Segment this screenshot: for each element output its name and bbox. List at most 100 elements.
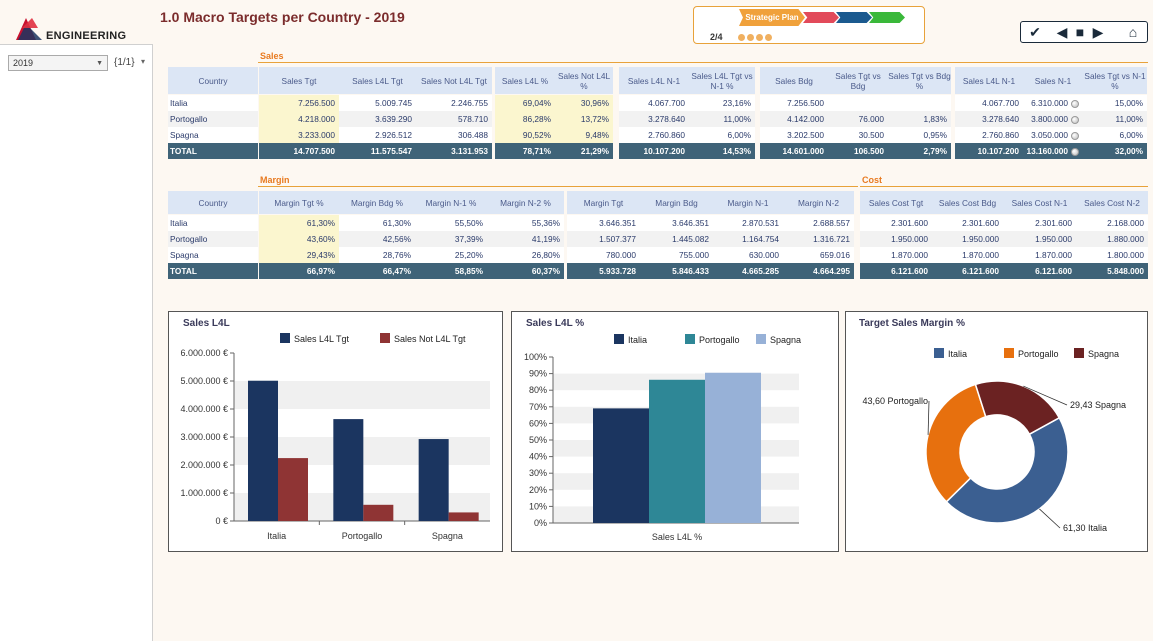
country-name: Portogallo [170,114,208,124]
total-value: 2,79% [923,146,947,156]
legend-label: Portogallo [1018,349,1059,359]
sales-total-cell: 21,29% [555,143,613,159]
sales-total-cell: 2,79% [888,143,951,159]
sales-header-cell: Sales Not L4L Tgt [416,67,492,94]
sales-total-cell: 32,00% [1083,143,1147,159]
total-value: 6.121.600 [1035,266,1072,276]
margin-row-cell: 780.000 [567,247,640,263]
sales-cell-value: 1,83% [923,114,947,124]
margin-section-label: Margin [260,175,290,185]
strategic-plan-step-3[interactable] [836,12,872,23]
stop-icon[interactable]: ■ [1075,24,1085,40]
bar [248,380,278,521]
target-margin-chart: Italia Portogallo Spagna 61,30 Italia 43,60 … [862,348,1126,533]
sales-cell-value: 23,16% [722,98,751,108]
sales-cell-value: 2.246.755 [451,98,488,108]
sales-row-cell: 1,83% [888,111,951,127]
margin-cell-value: 1.316.721 [813,234,850,244]
margin-total-cell: 5.846.433 [640,263,713,279]
sales-row-cell: 306.488 [416,127,492,143]
margin-row-cell: 55,36% [487,215,564,231]
sales-row-cell: 6,00% [689,127,755,143]
sales-row-cell: 13,72% [555,111,613,127]
sales-row-cell: 11,00% [1083,111,1147,127]
margin-cell-value: 1.164.754 [742,234,779,244]
bar [593,408,649,523]
margin-row-cell: 1.316.721 [783,231,854,247]
total-value: 5.933.728 [599,266,636,276]
next-icon[interactable]: ▶ [1092,23,1104,40]
margin-cell-value: 1.870.000 [1035,250,1072,260]
y-tick-label: 90% [529,369,547,379]
margin-cell-value: 61,30% [382,218,411,228]
sales-total-cell: 11.575.547 [339,143,416,159]
sales-row-cell: 6,00% [1083,127,1147,143]
x-tick-label: Italia [267,531,286,541]
margin-header-cell: Sales Cost N-2 [1076,191,1148,214]
margin-total-cell: 66,47% [339,263,415,279]
margin-cell-value: 43,60% [306,234,335,244]
margin-cell-value: 28,76% [382,250,411,260]
sales-row-cell: 6.310.000 [1023,95,1083,111]
total-value: 6.121.600 [962,266,999,276]
margin-row-cell: 41,19% [487,231,564,247]
sales-header-cell: Sales L4L Tgt vs N-1 % [689,67,755,94]
sales-row-cell: 2.926.512 [339,127,416,143]
sales-header-cell: Sales Bdg [760,67,828,94]
sales-cell-value: 6,00% [727,130,751,140]
step-dot-3[interactable] [756,34,763,41]
bar [363,504,394,521]
sales-cell-value: 3.233.000 [298,130,335,140]
step-dot-2[interactable] [747,34,754,41]
total-value: 3.131.953 [451,146,488,156]
sales-l4l-percent-chart-title: Sales L4L % [526,318,585,329]
previous-icon[interactable]: ◀ [1056,23,1068,40]
check-icon[interactable]: ✔ [1029,23,1041,40]
sales-cell-value: 5.009.745 [375,98,412,108]
margin-row-cell: 2.168.000 [1076,215,1148,231]
strategic-plan-step-active[interactable]: Strategic Plan [739,9,805,26]
margin-cell-value: 41,19% [531,234,560,244]
page-menu-icon[interactable]: ▾ [141,57,146,66]
total-value: 5.846.433 [672,266,709,276]
strategic-plan-step-4[interactable] [869,12,905,23]
margin-row-cell: 1.880.000 [1076,231,1148,247]
home-icon[interactable]: ⌂ [1128,24,1138,40]
sales-total-cell: 14,53% [689,143,755,159]
margin-row-country: Italia [168,215,258,231]
sales-row-cell: 3.278.640 [619,111,689,127]
status-circle-icon [1071,147,1079,156]
status-circle-icon [1071,131,1079,140]
legend-swatch [380,333,390,343]
margin-cell-value: 755.000 [679,250,709,260]
step-dot-4[interactable] [765,34,772,41]
x-tick-label: Sales L4L % [652,532,702,542]
strategic-plan-step-2[interactable] [803,12,839,23]
y-tick-label: 30% [529,468,547,478]
sales-row-cell [828,95,888,111]
country-name: Italia [170,218,188,228]
sales-cell-value: 7.256.500 [787,98,824,108]
step-dot-1[interactable] [738,34,745,41]
total-value: 13.160.000 [1026,146,1068,156]
margin-header-cell: Margin Bdg [640,191,713,214]
margin-cell-value: 1.950.000 [1035,234,1072,244]
margin-cell-value: 2.870.531 [742,218,779,228]
legend-swatch [685,334,695,344]
margin-cell-value: 1.870.000 [891,250,928,260]
sales-cell-value: 11,00% [723,114,751,124]
margin-row-cell: 2.301.600 [860,215,932,231]
sales-row-cell: 5.009.745 [339,95,416,111]
margin-header-cell: Sales Cost Tgt [860,191,932,214]
margin-row-cell: 29,43% [259,247,339,263]
margin-cell-value: 2.301.600 [962,218,999,228]
margin-row-cell: 42,56% [339,231,415,247]
year-select[interactable]: 2019 ▼ [8,55,108,71]
company-logo-icon [16,18,42,40]
sales-cell-value: 3.639.290 [375,114,412,124]
donut-slice [974,380,1061,436]
sales-header-cell: Sales L4L N-1 [619,67,689,94]
year-select-value: 2019 [13,58,34,68]
margin-cell-value: 1.507.377 [599,234,636,244]
margin-row-cell: 630.000 [713,247,783,263]
